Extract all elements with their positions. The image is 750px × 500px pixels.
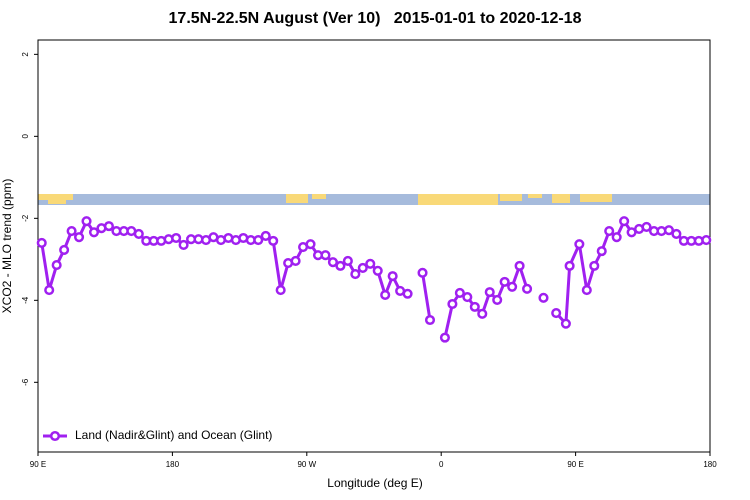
- data-point: [596, 246, 607, 257]
- x-tick-label: 90 W: [297, 460, 316, 469]
- data-point: [477, 308, 488, 319]
- data-point: [327, 257, 338, 268]
- y-axis-label: XCO2 - MLO trend (ppm): [0, 179, 14, 314]
- data-point: [499, 276, 510, 287]
- data-point: [417, 267, 428, 278]
- data-point: [253, 235, 264, 246]
- data-point: [492, 294, 503, 305]
- y-tick-label: -2: [21, 214, 30, 222]
- data-point: [103, 221, 114, 232]
- data-point: [564, 260, 575, 271]
- data-point: [133, 228, 144, 239]
- data-point: [36, 237, 47, 248]
- y-tick-label: -4: [21, 296, 30, 304]
- data-point: [342, 255, 353, 267]
- data-point: [538, 292, 549, 303]
- data-point: [439, 332, 450, 343]
- data-point: [372, 265, 383, 276]
- data-point: [74, 232, 85, 243]
- data-point: [454, 287, 465, 298]
- x-tick-label: 0: [439, 460, 444, 469]
- data-point: [560, 318, 571, 329]
- data-point: [701, 235, 712, 246]
- data-point: [44, 285, 55, 296]
- data-point: [178, 239, 189, 251]
- y-tick-label: -6: [21, 378, 30, 386]
- data-point: [522, 283, 533, 294]
- legend-marker: [49, 430, 61, 442]
- x-tick-label: 90 E: [30, 460, 46, 469]
- data-point: [350, 269, 361, 280]
- data-point: [619, 216, 630, 227]
- data-point: [81, 216, 92, 227]
- data-point: [469, 301, 480, 312]
- data-point: [88, 227, 100, 238]
- data-point: [365, 258, 376, 269]
- data-point: [402, 288, 413, 299]
- data-point: [305, 239, 316, 250]
- data-point: [357, 262, 368, 273]
- data-point: [671, 228, 682, 239]
- data-point: [641, 221, 652, 232]
- data-point: [387, 271, 398, 282]
- data-point: [611, 232, 622, 243]
- series: [36, 216, 712, 343]
- data-point: [335, 260, 346, 271]
- data-point: [462, 291, 473, 303]
- x-tick-label: 180: [703, 460, 717, 469]
- data-point: [171, 232, 182, 244]
- data-point: [514, 260, 525, 271]
- data-point: [51, 260, 62, 271]
- data-point: [581, 285, 592, 296]
- data-point: [447, 298, 458, 310]
- data-point: [484, 287, 495, 298]
- y-tick-label: 0: [21, 134, 30, 139]
- data-point: [66, 225, 77, 237]
- data-point: [551, 307, 562, 319]
- data-point: [574, 239, 585, 250]
- chart-title: 17.5N-22.5N August (Ver 10) 2015-01-01 t…: [169, 10, 582, 27]
- data-point: [507, 281, 518, 292]
- data-point: [320, 250, 331, 261]
- x-tick-label: 90 E: [567, 460, 583, 469]
- data-point: [380, 289, 391, 301]
- plot-frame: [37, 39, 711, 453]
- data-point: [59, 244, 70, 255]
- data-point: [260, 230, 271, 242]
- data-line: [40, 219, 707, 338]
- x-axis-label: Longitude (deg E): [327, 476, 422, 490]
- data-point: [268, 235, 279, 246]
- data-point: [589, 260, 600, 271]
- y-tick-label: 2: [21, 52, 30, 57]
- legend-label: Land (Nadir&Glint) and Ocean (Glint): [75, 428, 272, 442]
- data-point: [604, 225, 615, 237]
- data-point: [275, 285, 286, 296]
- x-tick-label: 180: [166, 460, 180, 469]
- data-point: [663, 225, 674, 236]
- data-point: [290, 255, 301, 267]
- data-point: [424, 314, 436, 326]
- land-ocean-strip: [38, 194, 710, 205]
